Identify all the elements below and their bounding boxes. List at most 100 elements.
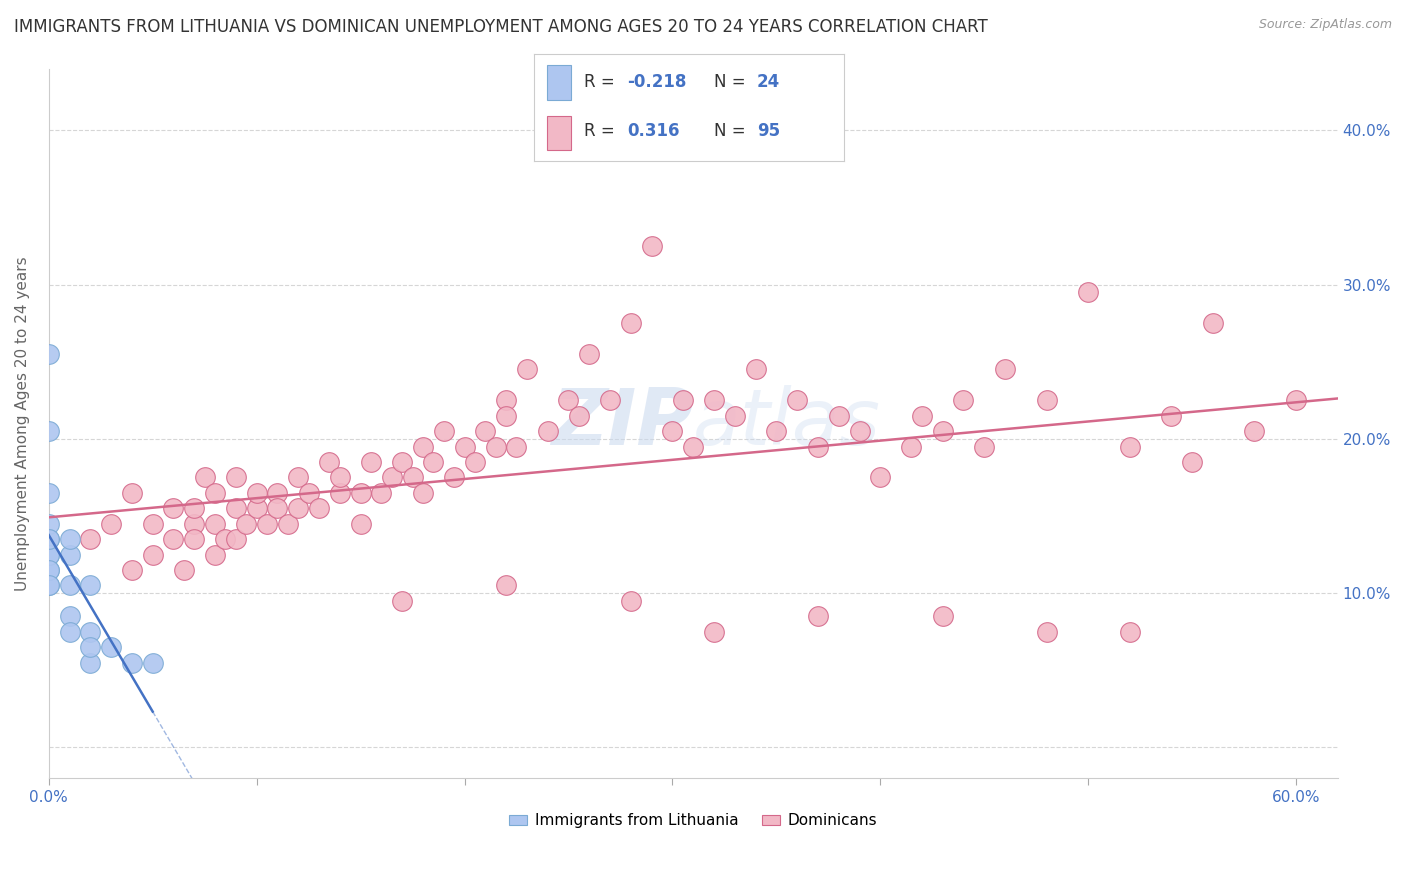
Point	[952, 393, 974, 408]
Point	[162, 501, 184, 516]
Point	[485, 440, 508, 454]
Point	[422, 455, 444, 469]
Text: atlas: atlas	[693, 385, 882, 461]
Point	[516, 362, 538, 376]
Point	[495, 578, 517, 592]
Point	[537, 424, 560, 438]
Point	[474, 424, 496, 438]
Point	[349, 485, 371, 500]
Point	[121, 656, 143, 670]
Point	[204, 548, 226, 562]
Point	[38, 563, 60, 577]
Point	[246, 501, 269, 516]
Point	[786, 393, 808, 408]
Point	[931, 609, 953, 624]
Point	[464, 455, 486, 469]
Point	[183, 516, 205, 531]
Point	[246, 485, 269, 500]
Point	[38, 548, 60, 562]
Y-axis label: Unemployment Among Ages 20 to 24 years: Unemployment Among Ages 20 to 24 years	[15, 256, 30, 591]
Point	[38, 578, 60, 592]
Text: IMMIGRANTS FROM LITHUANIA VS DOMINICAN UNEMPLOYMENT AMONG AGES 20 TO 24 YEARS CO: IMMIGRANTS FROM LITHUANIA VS DOMINICAN U…	[14, 18, 988, 36]
Point	[142, 516, 165, 531]
Point	[204, 485, 226, 500]
Point	[183, 501, 205, 516]
Point	[495, 393, 517, 408]
Point	[58, 532, 80, 546]
Point	[38, 532, 60, 546]
Point	[1035, 624, 1057, 639]
Text: -0.218: -0.218	[627, 73, 686, 91]
Point	[453, 440, 475, 454]
Point	[672, 393, 695, 408]
Point	[256, 516, 278, 531]
Point	[568, 409, 591, 423]
Legend: Immigrants from Lithuania, Dominicans: Immigrants from Lithuania, Dominicans	[503, 807, 883, 834]
Text: 0.316: 0.316	[627, 121, 679, 139]
Point	[58, 609, 80, 624]
Point	[173, 563, 195, 577]
Point	[391, 455, 413, 469]
Point	[142, 548, 165, 562]
Point	[505, 440, 527, 454]
Point	[828, 409, 851, 423]
Point	[329, 485, 352, 500]
Text: N =: N =	[714, 121, 751, 139]
Point	[911, 409, 934, 423]
Point	[38, 578, 60, 592]
Text: 95: 95	[756, 121, 780, 139]
Bar	[547, 65, 571, 100]
Point	[640, 239, 662, 253]
Point	[38, 424, 60, 438]
Point	[1160, 409, 1182, 423]
Point	[214, 532, 236, 546]
Point	[58, 624, 80, 639]
Point	[807, 609, 830, 624]
Point	[620, 316, 643, 330]
Point	[703, 624, 725, 639]
Point	[381, 470, 404, 484]
Point	[578, 347, 600, 361]
Text: 24: 24	[756, 73, 780, 91]
Point	[1119, 440, 1142, 454]
Point	[287, 501, 309, 516]
Point	[744, 362, 766, 376]
Point	[682, 440, 704, 454]
Point	[38, 548, 60, 562]
Point	[412, 485, 434, 500]
Point	[266, 485, 288, 500]
Point	[100, 516, 122, 531]
Point	[765, 424, 787, 438]
Point	[703, 393, 725, 408]
Point	[495, 409, 517, 423]
Point	[100, 640, 122, 654]
Point	[1243, 424, 1265, 438]
Point	[900, 440, 922, 454]
Point	[38, 532, 60, 546]
Point	[661, 424, 683, 438]
Point	[38, 347, 60, 361]
Point	[58, 578, 80, 592]
Text: ZIP: ZIP	[551, 385, 693, 461]
Point	[58, 548, 80, 562]
Point	[1285, 393, 1308, 408]
Point	[194, 470, 217, 484]
Point	[599, 393, 621, 408]
Point	[1077, 285, 1099, 300]
Text: N =: N =	[714, 73, 751, 91]
Point	[620, 594, 643, 608]
Point	[204, 516, 226, 531]
Point	[931, 424, 953, 438]
Text: R =: R =	[583, 121, 626, 139]
Point	[121, 485, 143, 500]
Point	[994, 362, 1017, 376]
Point	[1119, 624, 1142, 639]
Point	[277, 516, 299, 531]
Point	[142, 656, 165, 670]
Point	[38, 563, 60, 577]
Point	[79, 624, 101, 639]
Point	[443, 470, 465, 484]
Point	[807, 440, 830, 454]
Point	[225, 532, 247, 546]
Point	[225, 501, 247, 516]
